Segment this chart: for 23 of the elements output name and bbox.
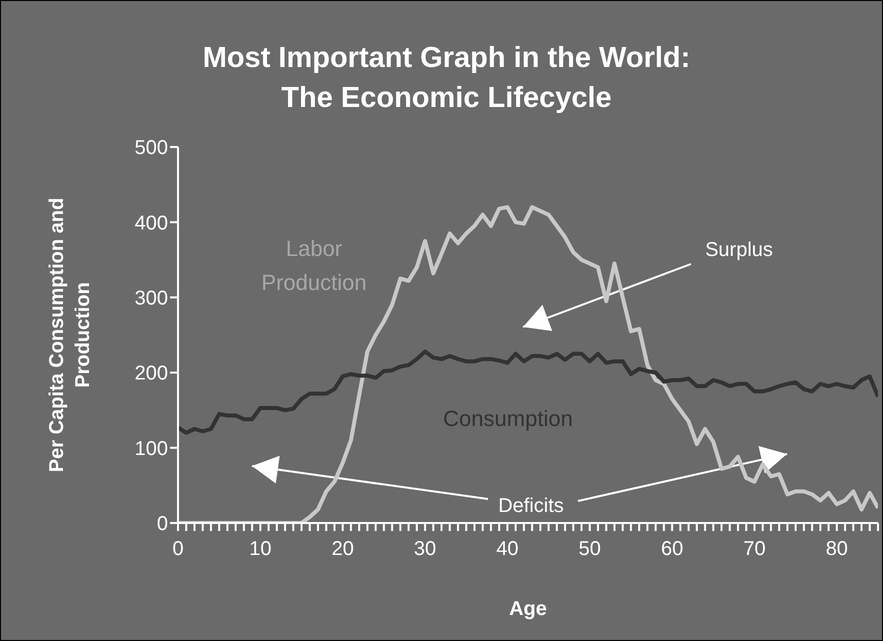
y-tick-label: 0: [156, 513, 168, 536]
x-tick-label: 60: [660, 538, 684, 560]
y-tick-label: 300: [134, 288, 168, 310]
y-tick-label: 200: [134, 362, 168, 385]
x-tick-label: 70: [743, 538, 766, 560]
x-tick-label: 80: [826, 538, 848, 560]
y-axis-title: Per Capita Consumption and Production: [46, 198, 94, 472]
annotation: Surplus: [705, 239, 773, 261]
x-tick-label: 40: [496, 538, 519, 560]
x-tick-label: 10: [249, 538, 272, 560]
x-tick-label: 30: [414, 538, 436, 560]
y-tick-label: 100: [134, 438, 168, 460]
y-tick-label: 400: [134, 212, 168, 234]
chart-title: Most Important Graph in the World: The Economic Lifecycle: [202, 42, 690, 114]
x-axis-title: Age: [509, 598, 547, 620]
line-series: [178, 350, 878, 435]
series-label: Labor Production: [261, 236, 367, 295]
y-tick-label: 500: [134, 137, 168, 160]
text: Consumption: [443, 406, 573, 431]
x-tick-label: 0: [172, 538, 184, 560]
annotation: Deficits: [498, 495, 564, 517]
x-tick-label: 20: [332, 538, 354, 560]
x-tick-label: 50: [578, 538, 601, 560]
